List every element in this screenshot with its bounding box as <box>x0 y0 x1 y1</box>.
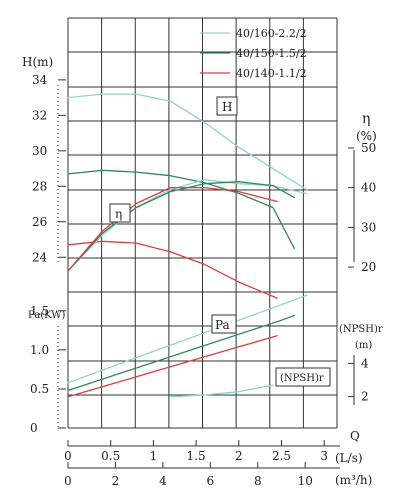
power-curve-40-160-2-2-2 <box>67 294 308 384</box>
npsh-tick-label: 4 <box>361 356 369 370</box>
flow-ls-unit: (L/s) <box>335 451 363 465</box>
power-tick-label: 1.0 <box>30 343 49 357</box>
power-tick-label: 0.5 <box>30 382 49 396</box>
power-tick-label: 1.5 <box>30 304 49 318</box>
npsh-box-label: (NPSH)r <box>275 367 331 387</box>
flow-ls-tick-label: 1.5 <box>187 449 206 463</box>
efficiency-tick-label: 50 <box>361 141 376 155</box>
flow-m3h-tick-label: 10 <box>298 474 313 488</box>
flow-m3h-tick-label: 8 <box>254 474 262 488</box>
npsh-axis-unit: (m) <box>355 340 372 351</box>
flow-m3h-tick-label: 0 <box>64 474 72 488</box>
efficiency-tick-label: 20 <box>361 260 376 274</box>
svg-text:H: H <box>222 100 232 114</box>
svg-text:Pa: Pa <box>215 318 230 332</box>
legend: 40/160-2.2/2 40/150-1.5/2 40/140-1.1/2 <box>200 27 307 80</box>
power-tick-label: 0 <box>30 421 38 435</box>
flow-m3h-unit: (m³/h) <box>335 473 372 487</box>
head-curve-40-150-1-5-2 <box>67 169 295 250</box>
efficiency-box-label: η <box>109 203 131 223</box>
efficiency-tick-label: 40 <box>361 181 376 195</box>
head-axis-label: H(m) <box>22 55 53 69</box>
flow-ls-tick-label: 2 <box>235 449 243 463</box>
head-tick-label: 30 <box>32 144 47 158</box>
flow-m3h-tick-label: 4 <box>159 474 167 488</box>
svg-text:(NPSH)r: (NPSH)r <box>280 373 324 384</box>
head-tick-label: 32 <box>32 108 47 122</box>
flow-ls-tick-label: 2.5 <box>272 449 291 463</box>
head-tick-label: 26 <box>32 215 47 229</box>
flow-ls-tick-label: 0.5 <box>101 449 120 463</box>
head-tick-label: 34 <box>32 73 48 87</box>
npsh-tick-label: 2 <box>361 390 369 404</box>
power-box-label: Pa <box>211 314 237 334</box>
head-curve-40-160-2-2-2 <box>67 93 308 191</box>
power-curve-40-140-1-1-2 <box>67 335 278 398</box>
flow-axis-label: Q <box>350 429 360 443</box>
head-box-label: H <box>216 96 238 116</box>
power-curve-40-150-1-5-2 <box>67 314 295 392</box>
efficiency-axis-unit: (%) <box>356 129 377 143</box>
power-axis-label: Pa(KW) <box>28 310 66 321</box>
efficiency-curve-40-140-1-1-2 <box>67 186 278 272</box>
head-tick-label: 28 <box>32 179 47 193</box>
flow-ls-tick-label: 1 <box>150 449 158 463</box>
legend-label-40-150: 40/150-1.5/2 <box>236 47 307 60</box>
series-layer <box>67 93 308 398</box>
flow-ls-tick-label: 0 <box>64 449 72 463</box>
legend-label-40-160: 40/160-2.2/2 <box>236 27 307 40</box>
flow-ls-tick-label: 3 <box>320 449 328 463</box>
npsh-curve-40-160-2-2-2 <box>169 384 274 398</box>
head-tick-label: 24 <box>32 250 48 264</box>
svg-text:η: η <box>115 207 122 221</box>
head-curve-40-140-1-1-2 <box>67 240 278 299</box>
npsh-axis-label: (NPSH)r <box>339 324 383 335</box>
flow-m3h-tick-label: 6 <box>207 474 215 488</box>
legend-label-40-140: 40/140-1.1/2 <box>236 67 307 80</box>
flow-m3h-tick-label: 2 <box>112 474 120 488</box>
efficiency-axis-label: η <box>362 111 370 127</box>
efficiency-tick-label: 30 <box>361 220 376 234</box>
